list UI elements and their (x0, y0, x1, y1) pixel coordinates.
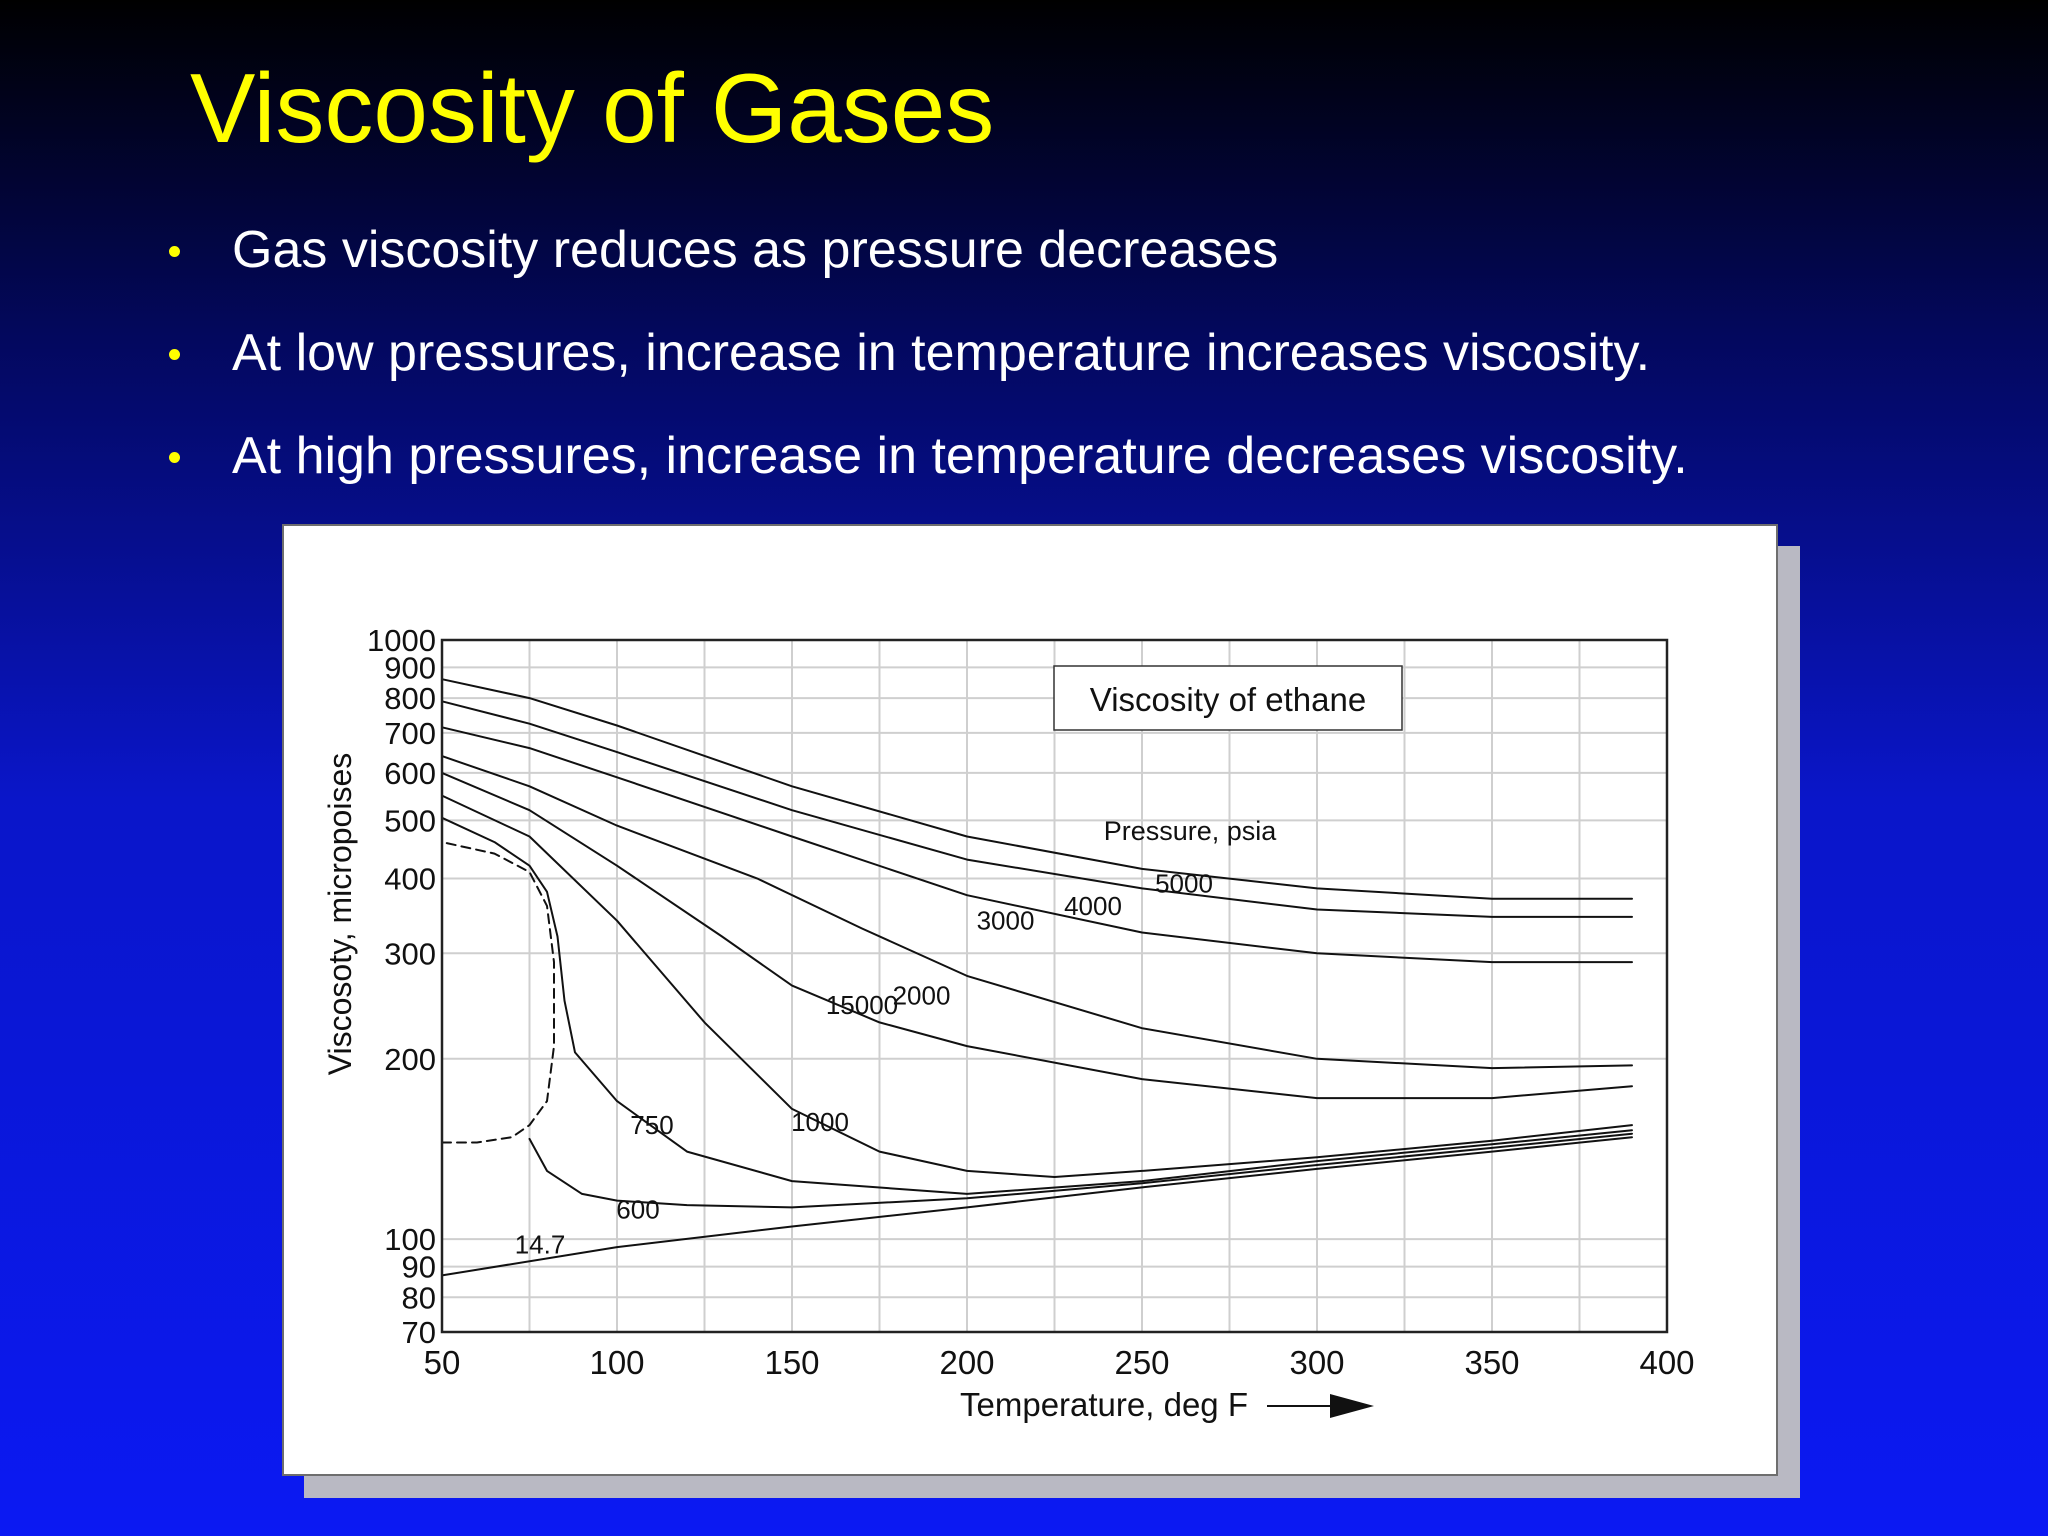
y-tick-label: 600 (384, 756, 436, 791)
bullet-text: Gas viscosity reduces as pressure decrea… (232, 221, 1279, 279)
curve-label: 2000 (893, 981, 951, 1011)
x-tick-label: 350 (1464, 1344, 1519, 1381)
x-tick-label: 100 (589, 1344, 644, 1381)
series-line-1500 (441, 771, 1633, 1100)
y-tick-label: 1000 (367, 623, 436, 658)
x-axis-arrow-icon (1330, 1394, 1374, 1418)
series-line-1000 (441, 794, 1633, 1178)
saturation-curve-dashed (441, 841, 555, 1144)
series-line-750 (441, 816, 1633, 1195)
legend-label: Pressure, psia (1104, 816, 1278, 846)
curve-label: 15000 (826, 990, 898, 1020)
y-tick-label: 70 (402, 1315, 436, 1350)
series-line-4000 (441, 700, 1633, 918)
curve-label: 5000 (1155, 869, 1213, 899)
curve-label: 4000 (1064, 891, 1122, 921)
y-tick-label: 100 (384, 1222, 436, 1257)
viscosity-chart: 50 100 150 200 250 300 350 400 7080901002003004… (322, 623, 1695, 1423)
bullet-dot (169, 349, 180, 360)
bullet-dot (169, 246, 180, 257)
x-axis-title: Temperature, deg F (960, 1386, 1248, 1423)
y-tick-label: 800 (384, 681, 436, 716)
series-line-600 (528, 1132, 1633, 1209)
x-tick-label: 150 (764, 1344, 819, 1381)
series-line-2000 (441, 755, 1633, 1070)
curve-label: 1000 (791, 1107, 849, 1137)
curve-label: 750 (630, 1110, 673, 1140)
bullet-item: At high pressures, increase in temperatu… (160, 418, 1688, 521)
series-line-5000 (441, 678, 1633, 900)
y-tick-label: 700 (384, 716, 436, 751)
series-line-14.7 (441, 1136, 1633, 1277)
y-axis-title: Viscosoty, micropoises (322, 753, 358, 1075)
bullet-text: At low pressures, increase in temperatur… (232, 324, 1651, 382)
bullet-item: At low pressures, increase in temperatur… (160, 315, 1688, 418)
curve-label: 14.7 (515, 1229, 566, 1259)
bullet-text: At high pressures, increase in temperatu… (232, 427, 1688, 485)
x-tick-label: 400 (1639, 1344, 1694, 1381)
plot-border (440, 638, 1669, 1334)
bullet-dot (169, 452, 180, 463)
slide-title: Viscosity of Gases (190, 53, 995, 163)
y-tick-label: 300 (384, 936, 436, 971)
grid (442, 640, 1667, 1332)
x-tick-label: 50 (424, 1344, 461, 1381)
curves (441, 678, 1633, 1277)
y-tick-label: 400 (384, 861, 436, 896)
y-tick-label: 900 (384, 650, 436, 685)
series-line-3000 (441, 726, 1633, 964)
bullet-list: Gas viscosity reduces as pressure decrea… (160, 212, 1688, 521)
x-tick-label: 300 (1289, 1344, 1344, 1381)
curve-label: 3000 (977, 906, 1035, 936)
x-tick-label: 200 (939, 1344, 994, 1381)
bullet-item: Gas viscosity reduces as pressure decrea… (160, 212, 1688, 315)
y-tick-label: 80 (402, 1280, 436, 1315)
chart-title-box (1053, 665, 1403, 731)
chart-title: Viscosity of ethane (1090, 681, 1366, 718)
x-tick-labels: 50 100 150 200 250 300 350 400 (424, 1344, 1695, 1381)
x-tick-label: 250 (1114, 1344, 1169, 1381)
chart-frame: 50 100 150 200 250 300 350 400 70 80 90 100 200 300 4… (282, 524, 1778, 1476)
y-tick-label: 500 (384, 803, 436, 838)
y-tick-label: 90 (402, 1250, 436, 1285)
y-tick-label: 200 (384, 1042, 436, 1077)
curve-label: 600 (616, 1195, 659, 1225)
